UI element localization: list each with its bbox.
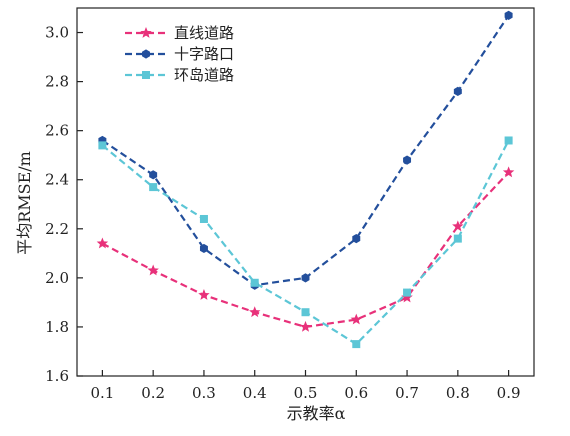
series-2-point [199, 243, 208, 254]
x-tick-label: 0.1 [90, 384, 114, 402]
series-3-point [149, 183, 158, 192]
x-tick-label: 0.9 [497, 384, 521, 402]
y-tick-label: 2.2 [45, 220, 69, 238]
x-tick-label: 0.5 [294, 384, 318, 402]
legend-label-3: 环岛道路 [174, 66, 234, 84]
x-tick-label: 0.7 [395, 384, 419, 402]
series-3-point [504, 136, 513, 145]
y-tick-label: 2.4 [45, 171, 69, 189]
legend-label-2: 十字路口 [174, 45, 234, 63]
series-1-point [299, 320, 312, 332]
x-tick-label: 0.8 [446, 384, 470, 402]
legend-label-1: 直线道路 [174, 24, 234, 42]
y-tick-label: 3.0 [45, 24, 69, 42]
y-tick-label: 2.8 [45, 73, 69, 91]
series-1-point [96, 237, 109, 249]
series-2-point [301, 273, 310, 283]
series-1-point [452, 220, 464, 232]
legend-marker-2 [142, 49, 150, 59]
x-tick-label: 0.2 [141, 384, 165, 402]
series-1-point [147, 264, 159, 276]
series-2-point [149, 170, 158, 180]
series-3-point [199, 214, 208, 223]
series-3-point [301, 308, 310, 317]
series-3-point [352, 340, 361, 349]
y-tick-label: 1.8 [45, 318, 69, 336]
series-lines [101, 14, 510, 346]
series-3-point [250, 278, 259, 287]
series-1-point [502, 166, 515, 178]
series-3-point [453, 234, 462, 243]
series-2-point [504, 10, 513, 20]
y-axis-ticks: 1.6 1.8 2.0 2.2 2.4 2.6 2.8 3.0 [45, 24, 83, 385]
y-axis-title: 平均RMSE/m [15, 151, 34, 255]
series-markers [96, 10, 515, 349]
legend-marker-1 [140, 27, 152, 38]
x-tick-label: 0.6 [344, 384, 368, 402]
series-1-point [350, 313, 362, 325]
y-tick-label: 1.6 [45, 367, 69, 385]
x-tick-label: 0.4 [243, 384, 267, 402]
x-tick-label: 0.3 [192, 384, 216, 402]
series-3-point [403, 288, 412, 297]
y-tick-label: 2.6 [45, 122, 69, 140]
plot-border [76, 7, 535, 377]
series-2-point [453, 86, 462, 97]
x-axis-title: 示教率α [287, 404, 346, 423]
plot-frame [76, 7, 535, 377]
y-tick-label: 2.0 [45, 269, 69, 287]
series-2-point [403, 155, 412, 165]
series-1-point [401, 291, 413, 303]
series-3-point [98, 141, 107, 150]
series-1-point [198, 289, 210, 300]
series-2-point [352, 234, 361, 244]
x-axis-ticks: 0.1 0.2 0.3 0.4 0.5 0.6 0.7 0.8 0.9 [90, 370, 521, 402]
series-1-point [249, 306, 261, 318]
legend-marker-3 [142, 71, 150, 79]
series-line-2 [101, 14, 510, 287]
